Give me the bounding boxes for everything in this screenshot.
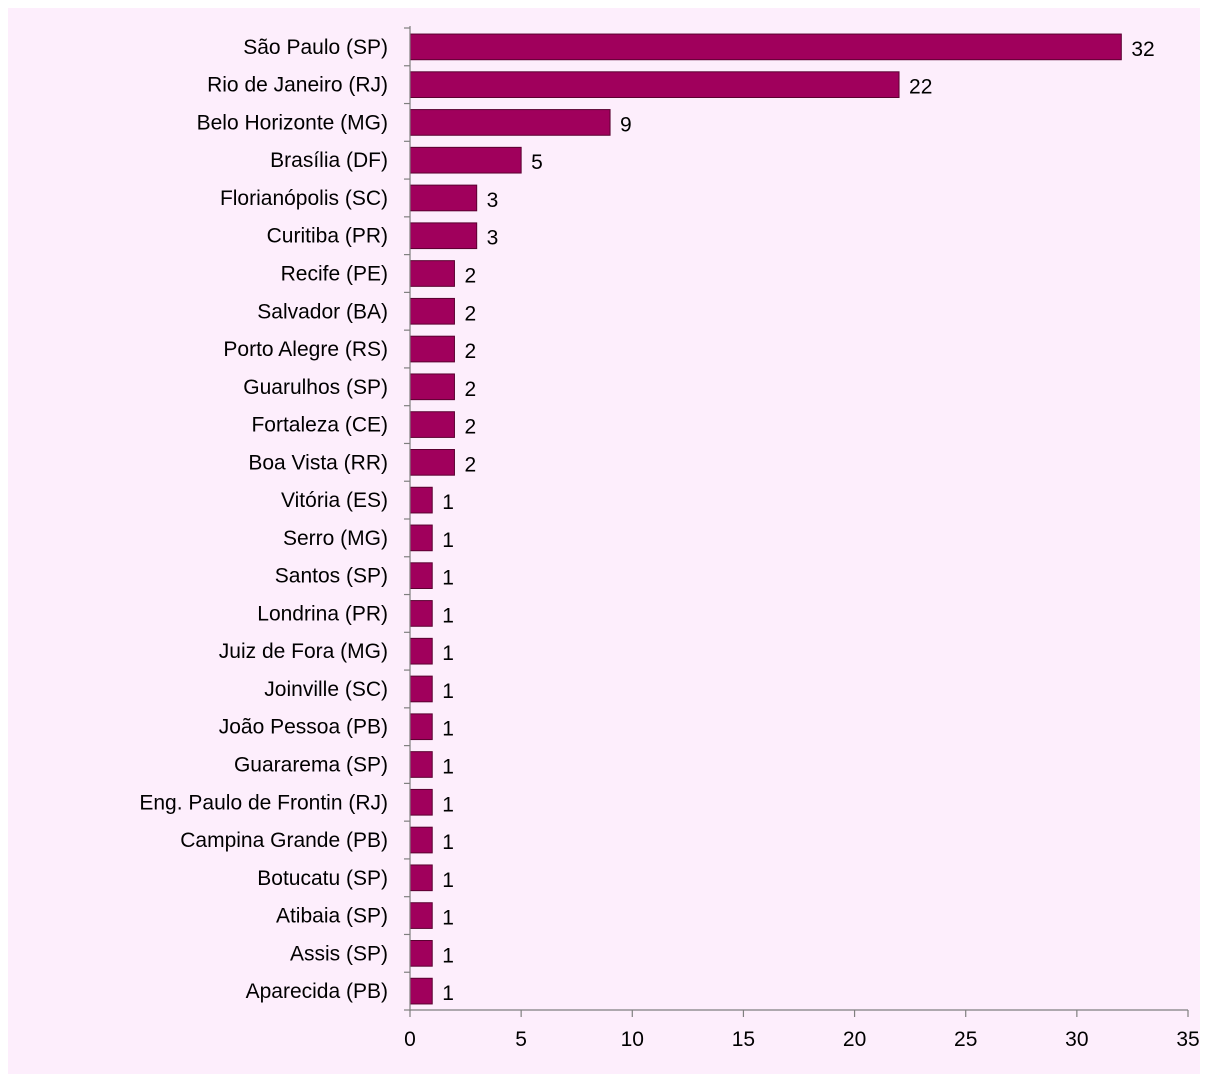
bar [409,675,433,703]
data-label: 5 [531,151,543,174]
data-label: 1 [442,567,454,590]
category-label: Serro (MG) [283,527,388,550]
data-label: 22 [909,76,932,99]
x-tick-label: 15 [732,1028,755,1051]
data-label: 2 [464,265,476,288]
category-label: Joinville (SC) [264,678,388,701]
data-label: 2 [464,302,476,325]
chart-background [8,8,1200,1074]
data-label: 1 [442,907,454,930]
x-tick-label: 35 [1176,1028,1199,1051]
data-label: 1 [442,756,454,779]
bar [409,940,433,967]
bar [409,109,611,136]
category-label: João Pessoa (PB) [219,716,388,739]
bar [409,184,478,212]
category-label: Rio de Janeiro (RJ) [207,74,388,97]
data-label: 2 [464,416,476,439]
bar [409,524,433,552]
x-tick-label: 10 [621,1028,644,1051]
data-label: 1 [442,604,454,627]
data-label: 2 [464,378,476,401]
bar [409,977,433,1005]
data-label: 3 [487,227,499,250]
data-label: 1 [442,982,454,1005]
bar [409,826,433,854]
bar [409,788,433,816]
category-label: Salvador (BA) [257,300,388,323]
category-label: Juiz de Fora (MG) [219,640,388,663]
category-label: Belo Horizonte (MG) [197,111,388,134]
category-label: Vitória (ES) [281,489,388,512]
category-label: Guararema (SP) [234,754,388,777]
bar [409,146,522,174]
category-label: Brasília (DF) [270,149,388,172]
data-label: 1 [442,642,454,665]
data-label: 1 [442,793,454,816]
bar [409,713,433,741]
data-label: 1 [442,680,454,703]
data-label: 1 [442,718,454,741]
category-label: Londrina (PR) [257,602,388,625]
data-label: 1 [442,491,454,514]
x-tick-label: 30 [1065,1028,1088,1051]
bar [409,486,433,514]
category-label: Santos (SP) [275,565,388,588]
bar [409,33,1122,61]
bar [409,222,478,250]
category-label: Fortaleza (CE) [251,414,388,437]
data-label: 1 [442,869,454,892]
bar [409,297,455,325]
bar [409,562,433,589]
category-label: Assis (SP) [290,942,388,965]
bar [409,449,455,476]
x-tick-label: 25 [954,1028,977,1051]
category-label: São Paulo (SP) [243,36,388,59]
category-label: Curitiba (PR) [267,225,388,248]
category-label: Aparecida (PB) [246,980,388,1003]
data-label: 9 [620,113,632,136]
bar [409,864,433,892]
bar [409,751,433,778]
bar [409,600,433,627]
axes-group: 0 5 10 15 20 25 30 35 [404,26,1200,1051]
category-label: Guarulhos (SP) [243,376,388,399]
bars-group [409,33,1122,1005]
category-label: Campina Grande (PB) [180,829,388,852]
bar [409,411,455,438]
bar [409,902,433,929]
data-label: 32 [1131,38,1154,61]
category-label: Atibaia (SP) [276,905,388,928]
x-tick-label: 0 [404,1028,416,1051]
bar [409,637,433,665]
bar [409,71,900,98]
x-tick-label: 20 [843,1028,866,1051]
category-label: Boa Vista (RR) [248,451,388,474]
category-label: Botucatu (SP) [257,867,388,890]
data-label: 1 [442,831,454,854]
data-label: 1 [442,529,454,552]
category-label: Recife (PE) [281,263,388,286]
category-label: Eng. Paulo de Frontin (RJ) [139,791,388,814]
data-label: 1 [442,944,454,967]
data-label: 3 [487,189,499,212]
x-tick-label: 5 [515,1028,527,1051]
category-labels-group: São Paulo (SP) Rio de Janeiro (RJ) Belo Ho… [139,36,388,1003]
data-label: 2 [464,340,476,363]
category-label: Florianópolis (SC) [220,187,388,210]
bar [409,373,455,401]
data-label: 2 [464,453,476,476]
bar [409,260,455,287]
category-label: Porto Alegre (RS) [223,338,388,361]
bar [409,335,455,363]
